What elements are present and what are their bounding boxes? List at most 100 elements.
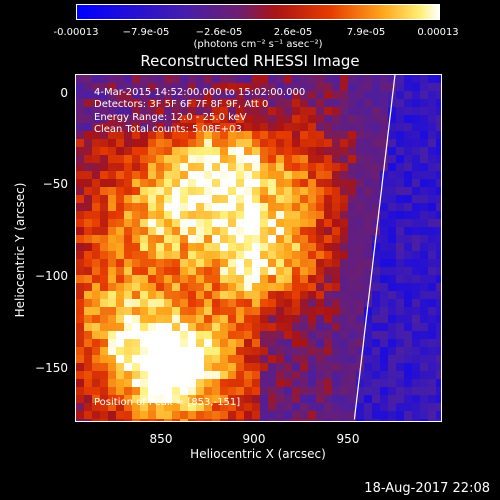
heatmap-cell [92,355,100,363]
heatmap-cell [100,179,108,187]
heatmap-cell [244,387,252,395]
heatmap-cell [84,371,92,379]
heatmap-cell [252,83,260,91]
heatmap-cell [340,371,348,379]
heatmap-cell [380,387,388,395]
heatmap-cell [428,211,436,219]
heatmap-cell [364,99,372,107]
heatmap-cell [396,403,404,411]
heatmap-cell [196,187,204,195]
heatmap-cell [188,123,196,131]
heatmap-cell [204,379,212,387]
heatmap-cell [84,403,92,411]
heatmap-cell [268,315,276,323]
heatmap-cell [148,323,156,331]
heatmap-cell [156,379,164,387]
heatmap-cell [244,227,252,235]
heatmap-cell [348,251,356,259]
heatmap-cell [156,355,164,363]
heatmap-cell [292,259,300,267]
heatmap-cell [396,283,404,291]
heatmap-cell [356,139,364,147]
heatmap-cell [116,211,124,219]
heatmap-cell [268,259,276,267]
heatmap-cell [388,347,396,355]
heatmap-cell [356,83,364,91]
heatmap-cell [92,275,100,283]
heatmap-cell [428,411,436,419]
heatmap-cell [420,363,428,371]
heatmap-cell [132,339,140,347]
heatmap-cell [92,91,100,99]
heatmap-cell [300,91,308,99]
heatmap-cell [236,331,244,339]
heatmap-cell [436,147,441,155]
heatmap-cell [228,371,236,379]
heatmap-cell [284,331,292,339]
heatmap-cell [284,227,292,235]
heatmap-cell [100,235,108,243]
heatmap-cell [108,131,116,139]
heatmap-cell [188,379,196,387]
heatmap-cell [268,347,276,355]
heatmap-cell [260,107,268,115]
heatmap-cell [300,235,308,243]
heatmap-cell [292,195,300,203]
heatmap-cell [156,91,164,99]
heatmap-cell [380,275,388,283]
heatmap-cell [436,227,441,235]
heatmap-cell [308,355,316,363]
heatmap-cell [236,235,244,243]
heatmap-cell [388,403,396,411]
heatmap-cell [188,187,196,195]
heatmap-cell [348,291,356,299]
heatmap-cell [348,131,356,139]
heatmap-cell [364,171,372,179]
heatmap-cell [116,275,124,283]
heatmap-cell [268,83,276,91]
heatmap-cell [316,331,324,339]
heatmap-cell [356,219,364,227]
heatmap-cell [140,91,148,99]
x-tick-label: 900 [242,432,266,446]
heatmap-cell [180,107,188,115]
heatmap-cell [220,107,228,115]
heatmap-cell [372,163,380,171]
heatmap-cell [92,379,100,387]
heatmap-cell [260,171,268,179]
heatmap-cell [404,307,412,315]
heatmap-cell [324,203,332,211]
heatmap-cell [212,139,220,147]
heatmap-cell [380,339,388,347]
heatmap-cell [372,211,380,219]
heatmap-cell [420,395,428,403]
heatmap-cell [228,219,236,227]
heatmap-cell [140,155,148,163]
heatmap-cell [172,155,180,163]
heatmap-cell [92,411,100,419]
heatmap-cell [148,115,156,123]
heatmap-cell [412,139,420,147]
heatmap-cell [76,387,84,395]
heatmap-cell [404,315,412,323]
heatmap-cell [204,275,212,283]
heatmap-cell [436,379,441,387]
heatmap-cell [404,283,412,291]
heatmap-cell [116,323,124,331]
heatmap-cell [100,267,108,275]
heatmap-cell [260,355,268,363]
heatmap-cell [244,91,252,99]
heatmap-cell [356,291,364,299]
heatmap-cell [324,323,332,331]
heatmap-cell [324,235,332,243]
heatmap-cell [204,171,212,179]
heatmap-cell [252,179,260,187]
heatmap-cell [164,347,172,355]
heatmap-cell [196,235,204,243]
heatmap-cell [412,363,420,371]
heatmap-cell [220,131,228,139]
heatmap-cell [340,339,348,347]
heatmap-cell [164,355,172,363]
heatmap-cell [340,83,348,91]
heatmap-cell [188,331,196,339]
